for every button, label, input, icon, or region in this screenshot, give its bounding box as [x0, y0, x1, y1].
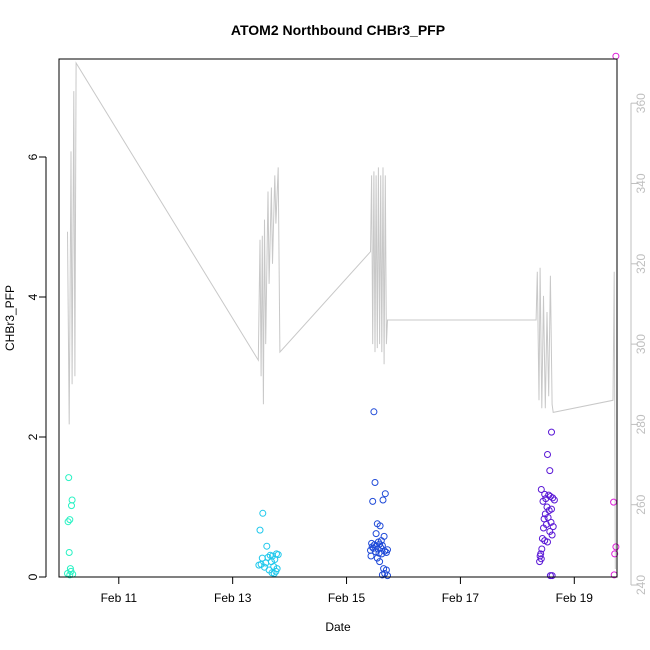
y-axis-label: CHBr3_PFP — [3, 285, 17, 351]
secondary-series-layer — [67, 61, 616, 570]
x-tick-label-17: Feb 17 — [442, 591, 480, 605]
data-point-66 — [384, 572, 391, 580]
axes-layer: 0 2 4 6 240 260 280 300 320 340 360 Feb 11 Feb 13 Feb… — [26, 58, 648, 605]
data-point-58 — [378, 550, 386, 558]
data-point-86 — [549, 523, 557, 531]
data-point-33 — [371, 479, 379, 486]
data-point-22 — [262, 559, 270, 567]
x-axis-label: Date — [325, 620, 351, 634]
data-point-5 — [65, 549, 73, 556]
data-point-32 — [370, 408, 378, 416]
y-tick-label-6: 6 — [26, 153, 40, 160]
y2-tick-label-280: 280 — [634, 414, 648, 434]
y2-tick-label-260: 260 — [634, 494, 648, 514]
data-point-103 — [611, 550, 619, 558]
data-point-2 — [68, 502, 75, 510]
data-point-70 — [537, 486, 545, 493]
y-tick-label-2: 2 — [26, 433, 40, 440]
data-point-56 — [382, 549, 390, 556]
data-point-97 — [536, 558, 544, 566]
data-point-76 — [550, 496, 558, 504]
data-point-92 — [544, 538, 551, 546]
y2-tick-label-300: 300 — [634, 334, 648, 354]
data-point-10 — [66, 571, 74, 579]
data-point-59 — [367, 552, 375, 560]
data-point-12 — [256, 526, 264, 534]
points-layer — [64, 52, 620, 580]
data-point-67 — [548, 428, 555, 436]
data-point-19 — [258, 554, 266, 562]
y-tick-label-4: 4 — [26, 293, 40, 300]
data-point-39 — [372, 530, 380, 538]
data-point-38 — [376, 522, 384, 530]
data-point-60 — [373, 554, 381, 562]
x-tick-label-11: Feb 11 — [101, 591, 138, 605]
secondary-series-line — [67, 61, 616, 570]
data-point-80 — [545, 507, 553, 514]
data-point-68 — [544, 451, 551, 458]
data-point-90 — [538, 535, 546, 542]
data-point-65 — [378, 571, 386, 579]
data-point-13 — [263, 542, 271, 550]
y2-tick-label-240: 240 — [634, 575, 648, 595]
x-tick-label-15: Feb 15 — [328, 591, 366, 605]
data-point-0 — [65, 474, 73, 482]
data-point-69 — [546, 467, 554, 475]
data-point-11 — [259, 509, 267, 517]
data-point-78 — [543, 503, 551, 511]
data-point-36 — [369, 497, 377, 505]
data-point-20 — [271, 556, 279, 563]
data-point-34 — [381, 490, 389, 498]
y2-tick-label-340: 340 — [634, 173, 648, 193]
data-point-77 — [539, 497, 547, 505]
data-point-88 — [546, 528, 554, 535]
chart-title: ATOM2 Northbound CHBr3_PFP — [231, 22, 445, 38]
data-point-87 — [540, 524, 547, 532]
data-point-35 — [379, 496, 387, 504]
data-point-74 — [549, 494, 557, 502]
x-tick-label-13: Feb 13 — [214, 591, 252, 605]
data-point-93 — [538, 545, 546, 553]
data-point-29 — [272, 567, 280, 575]
data-point-89 — [548, 531, 556, 539]
data-point-1 — [68, 496, 76, 504]
y2-tick-label-360: 360 — [634, 93, 648, 113]
data-point-4 — [64, 518, 72, 526]
y-tick-label-0: 0 — [26, 573, 40, 580]
data-point-102 — [612, 543, 620, 551]
data-point-99 — [548, 572, 556, 580]
data-point-61 — [376, 558, 384, 566]
data-point-57 — [375, 549, 383, 557]
data-point-100 — [612, 52, 620, 60]
data-point-55 — [372, 548, 380, 556]
data-point-3 — [66, 516, 74, 524]
y2-tick-label-320: 320 — [634, 253, 648, 273]
plot-frame — [58, 58, 618, 578]
x-tick-label-19: Feb 19 — [556, 591, 594, 605]
data-point-101 — [610, 498, 618, 506]
